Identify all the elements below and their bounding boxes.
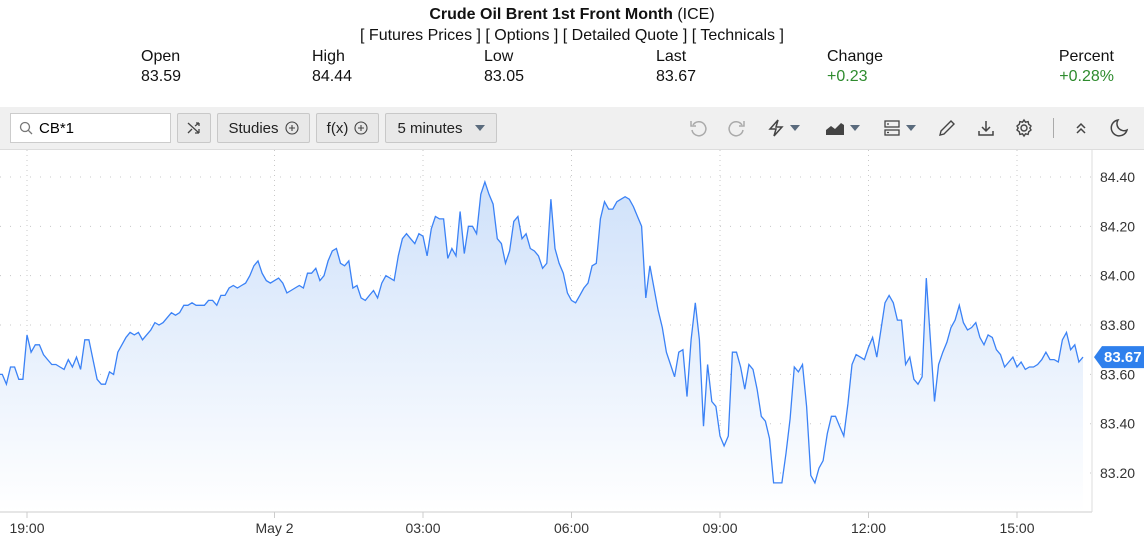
chart-toolbar: Studies f(x) 5 minutes	[0, 107, 1144, 150]
x-tick-label: 09:00	[702, 520, 737, 536]
stat-label: Open	[141, 48, 181, 65]
compare-shuffle-button[interactable]	[177, 113, 211, 143]
search-icon	[19, 121, 33, 135]
x-tick-label: 03:00	[405, 520, 440, 536]
x-tick-label: May 2	[255, 520, 293, 536]
settings-button[interactable]	[1012, 117, 1036, 139]
lightning-icon	[767, 119, 784, 137]
x-tick-label: 15:00	[999, 520, 1034, 536]
interval-dropdown[interactable]: 5 minutes	[385, 113, 497, 143]
stat-low: Low 83.05	[484, 47, 524, 87]
y-tick-label: 83.80	[1100, 317, 1135, 333]
undo-icon	[690, 121, 707, 137]
pencil-icon	[939, 120, 955, 136]
link-detailed-quote[interactable]: [ Detailed Quote ]	[562, 27, 688, 44]
stat-label: High	[312, 48, 345, 65]
fx-button[interactable]: f(x)	[316, 113, 379, 143]
chevron-down-icon	[905, 125, 916, 131]
stat-label: Change	[827, 48, 884, 65]
plus-circle-icon	[284, 121, 299, 135]
chevron-down-icon	[789, 125, 800, 131]
collapse-icon	[1076, 122, 1086, 134]
last-price-tag-shape	[1094, 346, 1144, 369]
y-tick-label: 84.00	[1100, 268, 1135, 284]
plus-circle-icon	[354, 121, 368, 135]
instrument-name: Crude Oil Brent 1st Front Month	[429, 6, 673, 23]
link-options[interactable]: [ Options ]	[485, 27, 559, 44]
instrument-title: Crude Oil Brent 1st Front Month (ICE)	[0, 6, 1144, 24]
stat-percent: Percent +0.28%	[1059, 47, 1114, 87]
quote-links: [ Futures Prices ] [ Options ] [ Detaile…	[0, 27, 1144, 45]
stat-label: Percent	[1058, 48, 1114, 65]
stat-open: Open 83.59	[141, 47, 181, 87]
download-button[interactable]	[974, 117, 998, 139]
y-tick-label: 84.20	[1100, 218, 1135, 234]
chevron-down-icon	[849, 125, 860, 131]
stat-value: 83.05	[484, 68, 525, 85]
redo-button[interactable]	[725, 117, 749, 139]
stat-value: 84.44	[312, 68, 353, 85]
symbol-input[interactable]	[39, 119, 159, 137]
symbol-search[interactable]	[10, 113, 171, 143]
price-area-fill	[0, 181, 1083, 512]
stat-value: +0.23	[827, 68, 868, 85]
studies-label: Studies	[228, 119, 279, 137]
layout-icon	[883, 120, 900, 136]
layout-dropdown[interactable]	[880, 117, 918, 139]
y-tick-label: 84.40	[1100, 169, 1135, 185]
toolbar-divider	[1053, 118, 1054, 138]
stat-label: Low	[484, 48, 514, 65]
link-technicals[interactable]: [ Technicals ]	[691, 27, 784, 44]
moon-icon	[1110, 118, 1129, 137]
stat-label: Last	[656, 48, 687, 65]
chevron-down-icon	[474, 125, 485, 131]
fx-label: f(x)	[326, 119, 349, 137]
x-tick-label: 06:00	[554, 520, 589, 536]
interval-label: 5 minutes	[397, 119, 463, 137]
download-icon	[978, 121, 994, 136]
x-tick-label: 12:00	[851, 520, 886, 536]
collapse-button[interactable]	[1069, 117, 1093, 139]
x-tick-label: 19:00	[9, 520, 44, 536]
last-price-tag: 83.67	[1094, 346, 1144, 369]
y-tick-label: 83.20	[1100, 465, 1135, 481]
stat-change: Change +0.23	[827, 47, 883, 87]
link-futures-prices[interactable]: [ Futures Prices ]	[360, 27, 481, 44]
y-tick-label: 83.40	[1100, 416, 1135, 432]
price-chart[interactable]: 84.40 84.20 84.00 83.80 83.60 83.40 83.20 19:0…	[0, 150, 1144, 541]
stat-value: +0.28%	[1059, 68, 1114, 85]
stat-high: High 84.44	[312, 47, 352, 87]
exchange-label: (ICE)	[677, 6, 715, 23]
shuffle-icon	[187, 122, 200, 134]
stat-value: 83.67	[656, 68, 697, 85]
last-price-label: 83.67	[1104, 349, 1142, 366]
studies-button[interactable]: Studies	[217, 113, 310, 143]
chart-type-icon	[825, 123, 844, 135]
undo-button[interactable]	[686, 117, 710, 139]
stat-last: Last 83.67	[656, 47, 696, 87]
gear-icon	[1016, 118, 1032, 138]
stat-value: 83.59	[141, 68, 182, 85]
y-tick-label: 83.60	[1100, 366, 1135, 382]
draw-button[interactable]	[935, 117, 959, 139]
dark-mode-button[interactable]	[1107, 117, 1131, 139]
chart-type-dropdown[interactable]	[822, 117, 862, 139]
price-line	[0, 179, 1084, 485]
redo-icon	[728, 121, 745, 137]
events-dropdown[interactable]	[764, 117, 802, 139]
